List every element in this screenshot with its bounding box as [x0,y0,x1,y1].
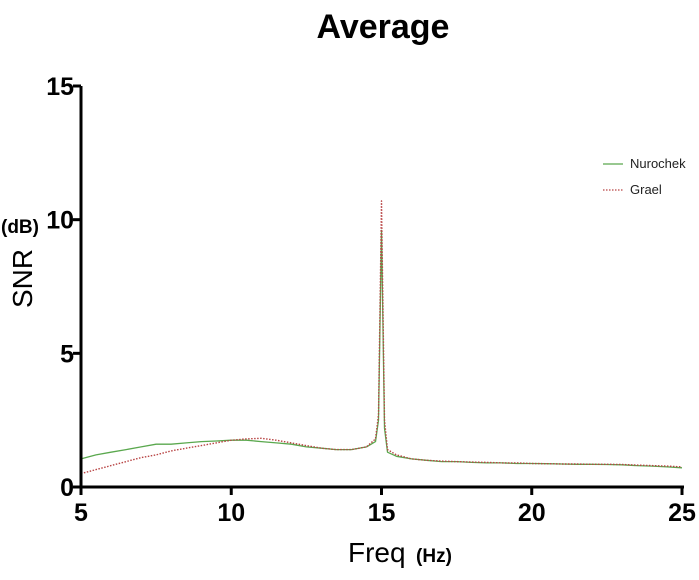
y-tick-label: 5 [60,340,74,368]
chart-title: Average [317,8,450,46]
y-tick-label: 15 [46,73,74,101]
legend-label: Grael [630,182,662,197]
y-tick-label: 0 [60,474,74,502]
series-line-nurochek [80,229,683,469]
x-axis-unit: (Hz) [416,546,452,567]
x-axis-label-group: Freq (Hz) [348,537,452,568]
y-axis-unit: (dB) [1,217,39,238]
legend: Nurochek Grael [603,156,686,197]
legend-label: Nurochek [630,156,686,171]
y-axis-label: SNR [7,249,38,308]
svg-text:Freq (Hz): Freq (Hz) [348,537,452,568]
y-axis-label-group: SNR (dB) [1,217,39,308]
plot-area [80,200,683,475]
series-line-grael [80,200,683,475]
x-tick-label: 10 [217,499,245,527]
y-axis-ticks: 0 5 10 15 [46,73,81,502]
x-tick-label: 15 [368,499,396,527]
x-axis-label: Freq [348,537,406,568]
x-tick-label: 25 [668,499,696,527]
x-axis-ticks: 5 10 15 20 25 [74,487,696,527]
x-tick-label: 5 [74,499,88,527]
y-tick-label: 10 [46,207,74,235]
x-tick-label: 20 [518,499,546,527]
